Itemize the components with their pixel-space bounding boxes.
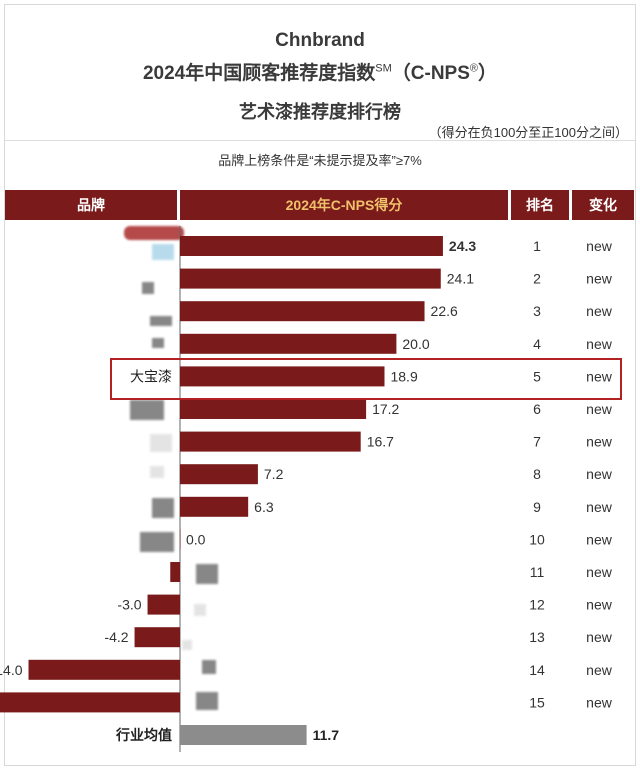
rank-value: 12 — [529, 597, 545, 613]
bar — [180, 333, 397, 354]
bar — [134, 627, 180, 648]
rank-value: 6 — [533, 401, 541, 417]
title-registered-mark: ® — [469, 62, 478, 75]
obscured-logo — [194, 604, 206, 616]
obscured-logo — [150, 466, 164, 478]
header-change: 变化 — [572, 190, 634, 220]
data-label: 0.0 — [186, 531, 206, 547]
rank-value: 11 — [530, 564, 545, 580]
average-label: 11.7 — [313, 727, 340, 743]
rank-value: 8 — [533, 466, 541, 482]
obscured-logo — [140, 532, 174, 552]
bar — [180, 464, 258, 485]
change-value: new — [586, 336, 613, 352]
bar — [147, 594, 180, 615]
obscured-logo — [152, 244, 174, 260]
rank-value: 15 — [529, 694, 545, 710]
change-value: new — [586, 499, 613, 515]
change-value: new — [586, 368, 613, 384]
data-label: 7.2 — [264, 466, 284, 482]
data-label: 18.9 — [390, 368, 417, 384]
obscured-logo — [202, 660, 216, 674]
bar — [180, 301, 425, 322]
title-end: ） — [478, 63, 498, 84]
obscured-logo — [152, 338, 164, 348]
change-value: new — [586, 662, 613, 678]
obscured-logo — [130, 400, 164, 420]
change-value: new — [586, 531, 613, 547]
data-label: 24.1 — [447, 271, 474, 287]
data-label: 20.0 — [402, 336, 429, 352]
change-value: new — [586, 238, 613, 254]
obscured-logo — [152, 498, 174, 518]
obscured-logo — [196, 564, 218, 584]
rank-value: 4 — [533, 336, 541, 352]
title-sm-mark: SM — [375, 62, 392, 75]
data-label: -3.0 — [117, 597, 141, 613]
change-value: new — [586, 466, 613, 482]
average-bar — [180, 725, 307, 745]
rank-value: 9 — [533, 499, 541, 515]
title-prefix: 2024年中国顾客推荐度指数 — [142, 63, 376, 84]
brand-label: 大宝漆 — [130, 369, 172, 385]
rank-value: 3 — [533, 303, 541, 319]
data-label: 6.3 — [254, 499, 274, 515]
data-label: 22.6 — [431, 303, 458, 319]
bar — [180, 236, 443, 256]
highlight-box — [110, 358, 622, 400]
obscured-logo — [142, 282, 154, 294]
obscured-logo — [150, 316, 172, 326]
listing-condition: 品牌上榜条件是“未提示提及率”≥7% — [218, 153, 422, 168]
score-range-note: （得分在负100分至正100分之间） — [428, 125, 628, 140]
header-brand: 品牌 — [5, 190, 177, 220]
change-value: new — [586, 564, 613, 580]
brand-title: Chnbrand — [275, 30, 365, 51]
header-rank: 排名 — [511, 190, 569, 220]
rank-value: 1 — [533, 238, 541, 254]
data-label: 16.7 — [367, 434, 394, 450]
obscured-logo — [182, 640, 192, 650]
change-value: new — [586, 629, 613, 645]
data-label: 17.2 — [372, 401, 399, 417]
rank-value: 2 — [533, 271, 541, 287]
bar — [180, 431, 361, 452]
change-value: new — [586, 271, 613, 287]
change-value: new — [586, 597, 613, 613]
bar — [180, 529, 181, 550]
obscured-logo — [150, 434, 172, 452]
bar — [180, 268, 441, 289]
obscured-logo — [124, 226, 184, 240]
chart-subtitle: 艺术漆推荐度排行榜 — [239, 102, 401, 122]
bar — [180, 496, 249, 517]
bar — [0, 692, 180, 713]
data-label: -14.0 — [0, 662, 23, 678]
bar — [180, 366, 385, 387]
change-value: new — [586, 303, 613, 319]
bar — [28, 659, 180, 680]
title-divider — [5, 140, 635, 141]
bar — [170, 562, 180, 582]
rank-value: 5 — [533, 368, 541, 384]
rank-value: 7 — [533, 434, 541, 450]
obscured-logo — [196, 692, 218, 710]
rank-value: 14 — [529, 662, 545, 678]
header-score: 2024年C-NPS得分 — [180, 190, 508, 220]
data-label: -4.2 — [104, 629, 128, 645]
change-value: new — [586, 401, 613, 417]
rank-value: 10 — [529, 531, 545, 547]
data-label: 24.3 — [449, 238, 476, 254]
title-cnps: （C-NPS — [391, 63, 470, 84]
chart-frame — [4, 4, 636, 766]
average-brand-label: 行业均值 — [115, 727, 172, 744]
bar — [180, 399, 367, 419]
change-value: new — [586, 694, 613, 710]
rank-value: 13 — [529, 629, 545, 645]
chart-main-title: 2024年中国顾客推荐度指数SM（C-NPS®） — [0, 58, 640, 85]
change-value: new — [586, 434, 613, 450]
